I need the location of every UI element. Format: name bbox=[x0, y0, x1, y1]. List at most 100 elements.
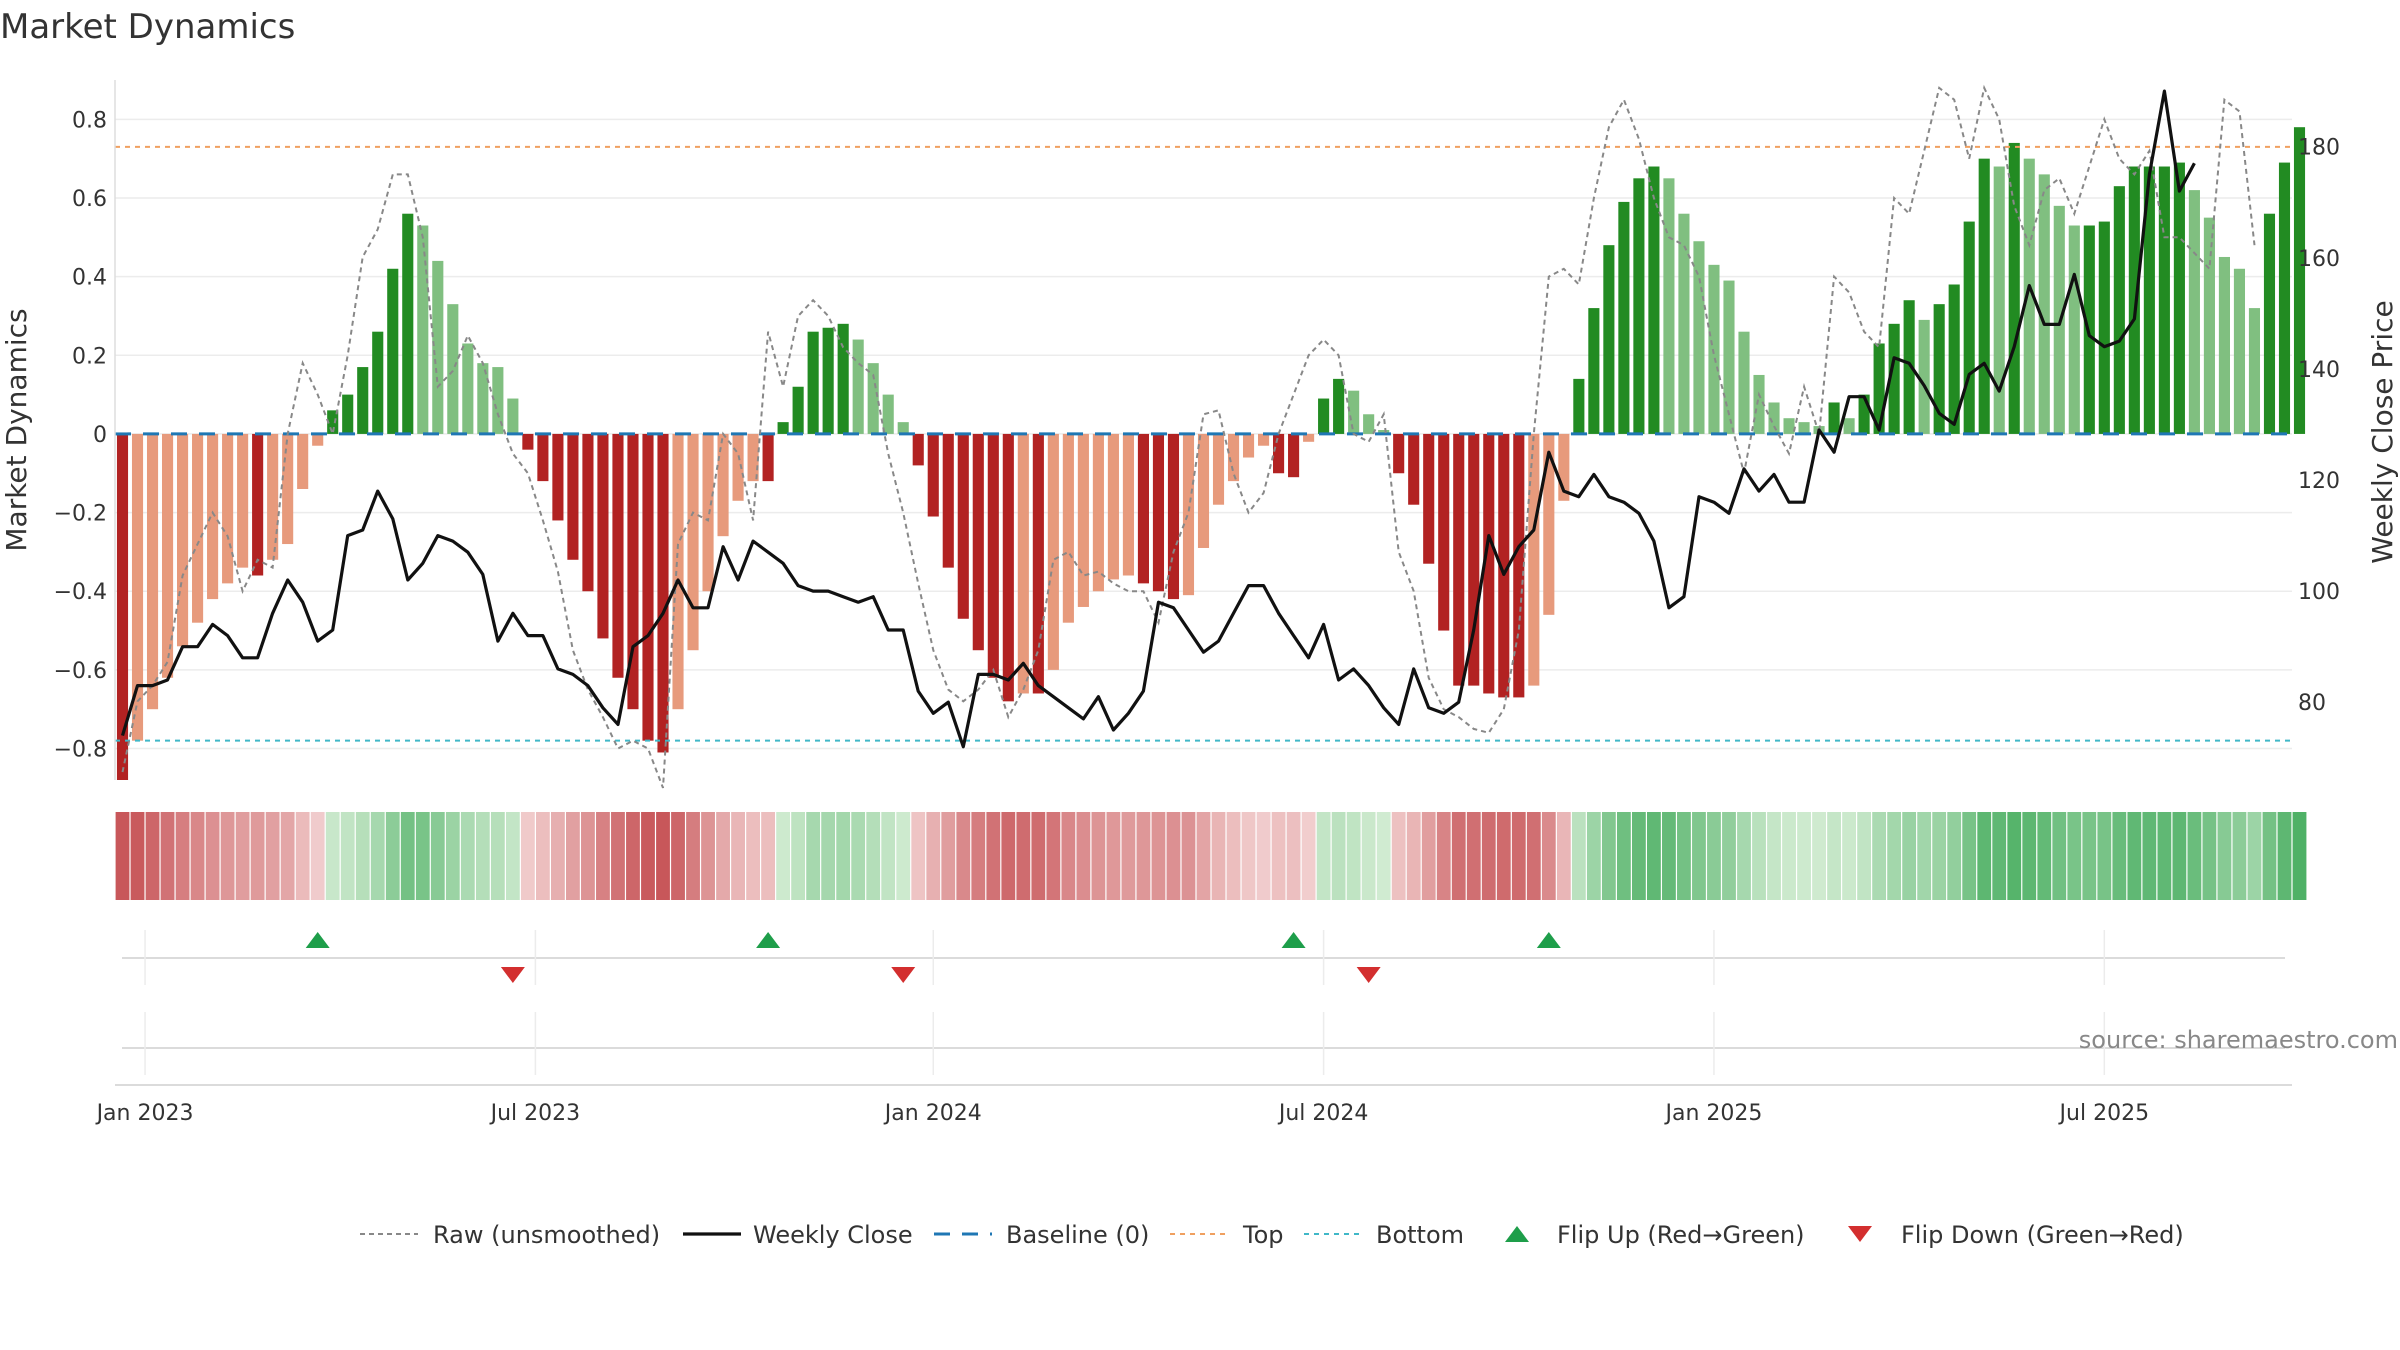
dynamics-bar bbox=[1438, 433, 1450, 631]
regime-cell bbox=[2232, 812, 2247, 900]
dynamics-bar bbox=[1062, 433, 1074, 623]
regime-cell bbox=[1647, 812, 1661, 900]
dynamics-bar bbox=[1227, 433, 1240, 482]
y-tick-label-right: 140 bbox=[2298, 358, 2340, 383]
regime-cell bbox=[1211, 812, 1226, 900]
dynamics-bar bbox=[1798, 422, 1810, 434]
regime-cell bbox=[2187, 812, 2202, 900]
regime-cell bbox=[746, 812, 760, 900]
dynamics-bar bbox=[297, 433, 309, 489]
regime-cell bbox=[1767, 812, 1781, 900]
regime-cell bbox=[1466, 812, 1481, 900]
dynamics-bar bbox=[522, 433, 534, 450]
regime-cell bbox=[1827, 812, 1841, 900]
regime-cell bbox=[1511, 812, 1526, 900]
x-tick-label: Jan 2023 bbox=[95, 1101, 194, 1126]
regime-cell bbox=[1992, 812, 2007, 900]
regime-cell bbox=[160, 812, 175, 900]
x-tick-label: Jul 2023 bbox=[489, 1101, 581, 1126]
flip-down-marker bbox=[1356, 967, 1381, 983]
regime-cell bbox=[1812, 812, 1826, 900]
chart-title: Market Dynamics bbox=[0, 7, 295, 47]
regime-cell bbox=[2157, 812, 2172, 900]
dynamics-bar bbox=[2128, 166, 2140, 434]
dynamics-bar bbox=[1678, 213, 1690, 434]
regime-cell bbox=[1902, 812, 1917, 900]
dynamics-bar bbox=[1408, 433, 1420, 505]
legend-item-baseline: Baseline (0) bbox=[934, 1221, 1149, 1249]
dynamics-bar bbox=[1468, 433, 1480, 686]
y-tick-label-left: −0.2 bbox=[54, 502, 107, 527]
regime-cell bbox=[596, 812, 610, 900]
regime-cell bbox=[836, 812, 851, 900]
y-tick-label-left: −0.8 bbox=[54, 738, 107, 763]
regime-cell bbox=[130, 812, 145, 900]
regime-cell bbox=[1346, 812, 1361, 900]
regime-cell bbox=[460, 812, 475, 900]
dynamics-bar bbox=[1843, 418, 1855, 434]
regime-cell bbox=[1677, 812, 1691, 900]
regime-cell bbox=[1121, 812, 1136, 900]
legend-item-raw: Raw (unsmoothed) bbox=[360, 1221, 660, 1249]
dynamics-bar bbox=[1212, 433, 1225, 505]
regime-cell bbox=[1932, 812, 1947, 900]
dynamics-bar bbox=[957, 433, 969, 619]
dynamics-bar bbox=[537, 433, 549, 482]
regime-cell bbox=[1061, 812, 1076, 900]
flip-up-marker bbox=[756, 932, 781, 948]
dynamics-bar bbox=[837, 323, 849, 434]
regime-cell bbox=[265, 812, 280, 900]
y-tick-label-left: −0.4 bbox=[54, 580, 107, 605]
regime-cell bbox=[1616, 812, 1631, 900]
y-tick-label-left: 0 bbox=[93, 423, 107, 448]
regime-cell bbox=[1722, 812, 1736, 900]
dynamics-bar bbox=[116, 433, 129, 780]
regime-cell bbox=[1556, 812, 1571, 900]
legend-label-bottom: Bottom bbox=[1376, 1221, 1464, 1249]
dynamics-bar bbox=[1978, 158, 1990, 434]
regime-cell bbox=[1782, 812, 1796, 900]
dynamics-bar bbox=[1513, 433, 1525, 698]
y-axis-label-left: Market Dynamics bbox=[0, 308, 33, 551]
regime-cell bbox=[1962, 812, 1977, 900]
dynamics-bar bbox=[402, 213, 414, 434]
regime-cell bbox=[490, 812, 505, 900]
dynamics-bar bbox=[146, 433, 159, 710]
x-tick-label: Jan 2024 bbox=[883, 1101, 982, 1126]
dynamics-bar bbox=[1258, 433, 1270, 446]
dynamics-bar bbox=[627, 433, 639, 710]
regime-cell bbox=[190, 812, 205, 900]
raw-series-line bbox=[121, 84, 2256, 789]
regime-cell bbox=[716, 812, 730, 900]
regime-cell bbox=[1046, 812, 1061, 900]
dynamics-bar bbox=[492, 367, 504, 434]
regime-cell bbox=[235, 812, 250, 900]
regime-cell bbox=[385, 812, 400, 900]
dynamics-bar bbox=[882, 394, 894, 434]
regime-cell bbox=[1166, 812, 1181, 900]
dynamics-bar bbox=[2068, 225, 2080, 434]
dynamics-bar bbox=[1993, 166, 2005, 434]
dynamics-bar bbox=[2278, 162, 2291, 434]
regime-cell bbox=[280, 812, 295, 900]
dynamics-bar bbox=[1092, 433, 1104, 592]
dynamics-bar bbox=[1197, 433, 1210, 548]
dynamics-bar bbox=[222, 433, 234, 584]
dynamics-bar bbox=[2098, 221, 2110, 434]
dynamics-bar bbox=[702, 433, 714, 592]
legend-item-top: Top bbox=[1170, 1221, 1284, 1249]
regime-cell bbox=[145, 812, 160, 900]
regime-cell bbox=[1586, 812, 1601, 900]
regime-cell bbox=[2262, 812, 2277, 900]
legend-item-flip_up: Flip Up (Red→Green) bbox=[1505, 1221, 1805, 1249]
dynamics-bar bbox=[792, 386, 804, 434]
dynamics-bar bbox=[1017, 433, 1029, 694]
dynamics-bar bbox=[342, 394, 354, 434]
dynamics-bar bbox=[582, 433, 594, 592]
regime-cell bbox=[761, 812, 776, 900]
y-tick-label-left: 0.4 bbox=[72, 266, 107, 291]
regime-cell bbox=[2007, 812, 2022, 900]
dynamics-bar bbox=[1363, 414, 1375, 434]
regime-cell bbox=[1241, 812, 1256, 900]
